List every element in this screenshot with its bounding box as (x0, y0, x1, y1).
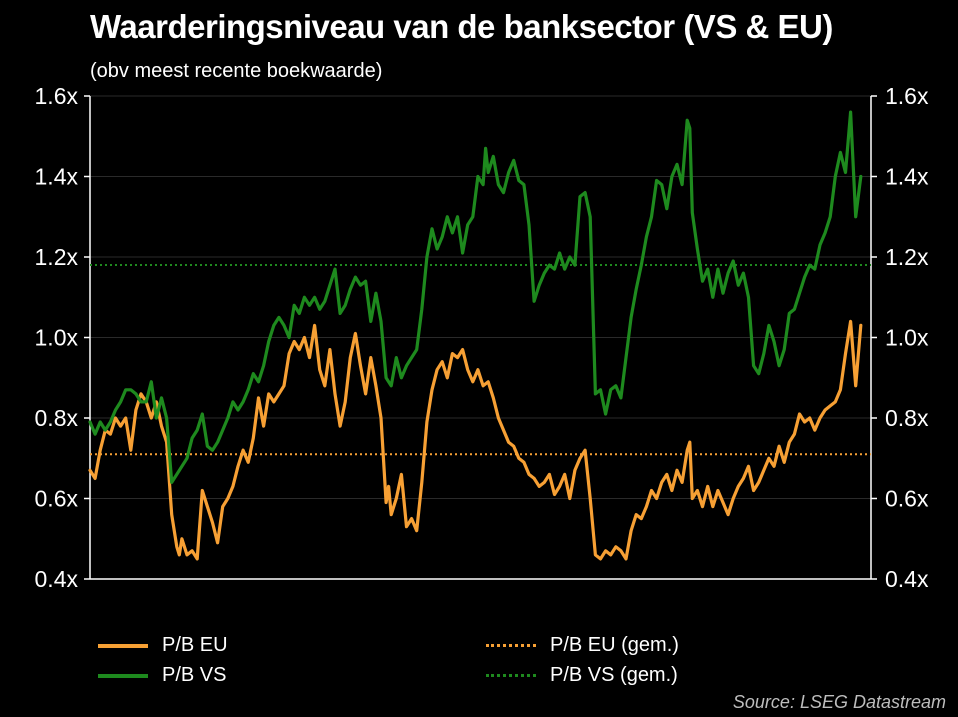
legend-item-vs-avg: P/B VS (gem.) (486, 664, 678, 687)
series-line-vs (88, 110, 863, 484)
y-tick-label-left-1: 0.6x (35, 486, 79, 512)
y-tick-label-left-5: 1.4x (35, 164, 79, 190)
y-tick-label-right-6: 1.6x (885, 83, 929, 109)
legend-swatch-eu-avg (486, 644, 536, 647)
chart-subtitle: (obv meest recente boekwaarde) (90, 60, 383, 82)
legend-label-eu-avg: P/B EU (gem.) (550, 634, 679, 656)
y-tick-label-right-1: 0.6x (885, 486, 929, 512)
legend-swatch-eu (98, 643, 148, 648)
legend-swatch-vs (98, 673, 148, 678)
chart-title: Waarderingsniveau van de banksector (VS … (90, 8, 833, 45)
series-line-eu (88, 319, 863, 561)
legend-label-vs: P/B VS (162, 664, 227, 686)
legend-label-eu: P/B EU (162, 634, 228, 656)
y-tick-label-right-5: 1.4x (885, 164, 929, 190)
y-tick-label-right-2: 0.8x (885, 405, 929, 431)
y-tick-label-left-0: 0.4x (35, 566, 79, 592)
y-tick-label-right-4: 1.2x (885, 244, 929, 270)
source-note: Source: LSEG Datastream (732, 692, 946, 712)
y-tick-label-left-3: 1.0x (35, 325, 79, 351)
y-tick-label-left-2: 0.8x (35, 405, 79, 431)
legend-label-vs-avg: P/B VS (gem.) (550, 664, 678, 686)
legend-item-vs: P/B VS (98, 664, 226, 687)
legend-item-eu-avg: P/B EU (gem.) (486, 634, 679, 657)
legend-swatch-vs-avg (486, 674, 536, 677)
y-tick-label-right-3: 1.0x (885, 325, 929, 351)
legend-item-eu: P/B EU (98, 634, 228, 657)
y-tick-label-right-0: 0.4x (885, 566, 929, 592)
y-tick-label-left-6: 1.6x (35, 83, 79, 109)
y-tick-label-left-4: 1.2x (35, 244, 79, 270)
